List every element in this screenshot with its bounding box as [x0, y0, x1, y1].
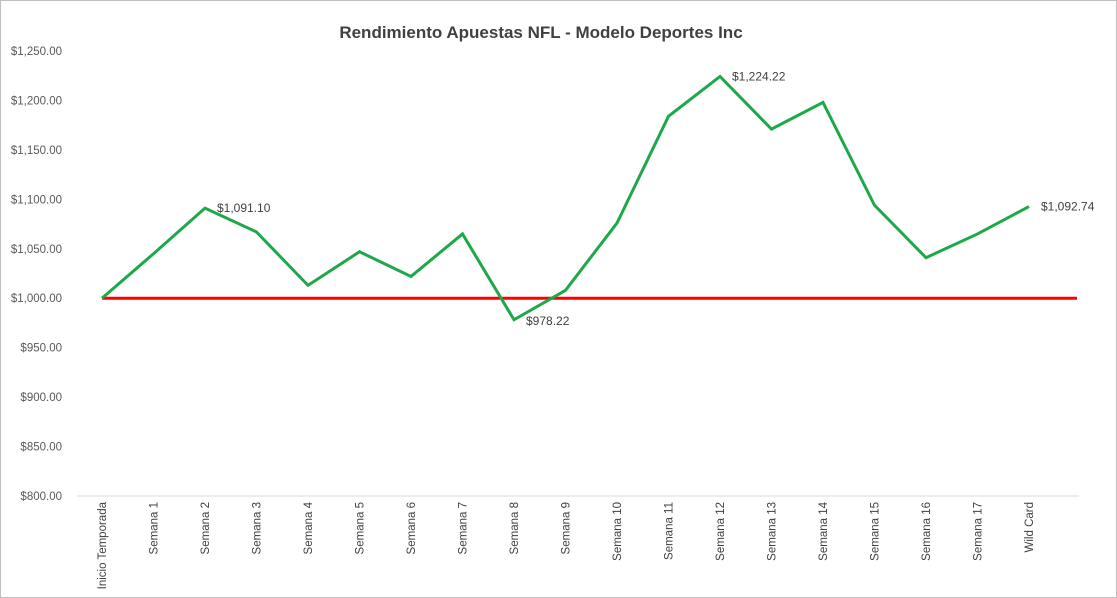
y-tick-label: $1,250.00 [11, 46, 62, 58]
x-tick-label: Semana 2 [200, 502, 212, 554]
y-tick-label: $950.00 [20, 343, 62, 355]
x-tick-label: Semana 11 [664, 502, 676, 560]
y-tick-label: $900.00 [20, 392, 62, 404]
x-tick-label: Semana 7 [458, 502, 470, 554]
data-label: $978.22 [526, 314, 570, 328]
x-tick-label: Semana 16 [921, 502, 933, 561]
data-label: $1,224.22 [732, 69, 786, 83]
y-tick-label: $850.00 [20, 442, 62, 454]
y-tick-label: $1,150.00 [11, 145, 62, 157]
x-tick-label: Semana 13 [767, 502, 779, 561]
x-tick-label: Semana 1 [149, 502, 161, 554]
x-tick-label: Semana 6 [406, 502, 418, 554]
x-tick-label: Wild Card [1024, 502, 1036, 552]
y-tick-label: $1,050.00 [11, 244, 62, 256]
data-label: $1,091.10 [217, 201, 271, 215]
x-tick-label: Inicio Temporada [97, 501, 109, 589]
x-tick-label: Semana 10 [612, 502, 624, 561]
x-tick-label: Semana 12 [715, 502, 727, 561]
y-tick-label: $1,000.00 [11, 293, 62, 305]
data-label: $1,092.74 [1041, 200, 1095, 214]
x-tick-label: Semana 15 [870, 502, 882, 561]
x-tick-label: Semana 4 [303, 501, 315, 554]
series-layer [101, 74, 1030, 322]
series-line [101, 74, 1030, 322]
y-axis-ticks: $800.00 $850.00 $900.00 $950.00 $1,000.00 $1,… [11, 46, 62, 503]
y-tick-label: $800.00 [20, 491, 62, 503]
x-tick-label: Semana 3 [252, 502, 264, 554]
x-tick-label: Semana 14 [818, 501, 830, 560]
y-tick-label: $1,100.00 [11, 194, 62, 206]
x-tick-label: Semana 8 [509, 502, 521, 554]
x-axis-ticks: Inicio Temporada Semana 1 Semana 2 Semana 3… [97, 501, 1036, 589]
chart-title: Rendimiento Apuestas NFL - Modelo Deport… [339, 23, 742, 42]
x-tick-label: Semana 17 [973, 502, 985, 561]
x-tick-label: Semana 9 [561, 502, 573, 554]
data-labels-layer: $1,091.10 $978.22 $1,224.22 $1,092.74 [217, 69, 1095, 327]
x-tick-label: Semana 5 [355, 502, 367, 554]
y-tick-label: $1,200.00 [11, 95, 62, 107]
